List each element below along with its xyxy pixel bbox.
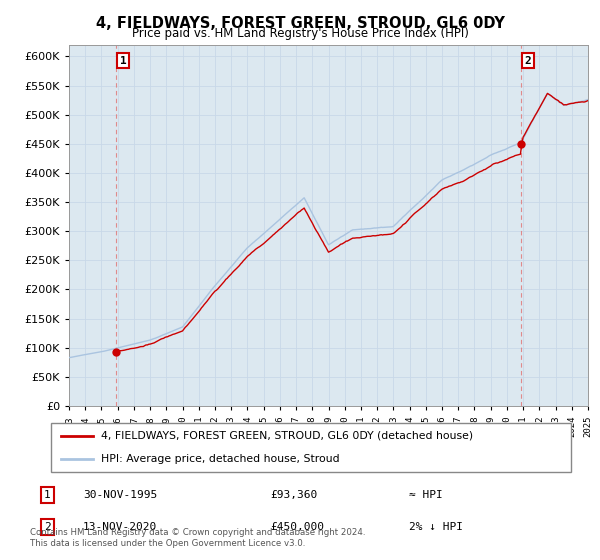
Text: ≈ HPI: ≈ HPI xyxy=(409,490,443,500)
FancyBboxPatch shape xyxy=(50,423,571,472)
Text: 4, FIELDWAYS, FOREST GREEN, STROUD, GL6 0DY: 4, FIELDWAYS, FOREST GREEN, STROUD, GL6 … xyxy=(95,16,505,31)
Text: 13-NOV-2020: 13-NOV-2020 xyxy=(83,522,157,532)
Text: 2% ↓ HPI: 2% ↓ HPI xyxy=(409,522,463,532)
Text: 1: 1 xyxy=(44,490,50,500)
Text: Price paid vs. HM Land Registry's House Price Index (HPI): Price paid vs. HM Land Registry's House … xyxy=(131,27,469,40)
Text: 1: 1 xyxy=(119,55,127,66)
Text: 2: 2 xyxy=(44,522,50,532)
Text: £450,000: £450,000 xyxy=(270,522,324,532)
Text: HPI: Average price, detached house, Stroud: HPI: Average price, detached house, Stro… xyxy=(101,454,340,464)
Text: 2: 2 xyxy=(524,55,531,66)
Text: 4, FIELDWAYS, FOREST GREEN, STROUD, GL6 0DY (detached house): 4, FIELDWAYS, FOREST GREEN, STROUD, GL6 … xyxy=(101,431,473,441)
Text: Contains HM Land Registry data © Crown copyright and database right 2024.
This d: Contains HM Land Registry data © Crown c… xyxy=(30,528,365,548)
Text: £93,360: £93,360 xyxy=(270,490,317,500)
Text: 30-NOV-1995: 30-NOV-1995 xyxy=(83,490,157,500)
